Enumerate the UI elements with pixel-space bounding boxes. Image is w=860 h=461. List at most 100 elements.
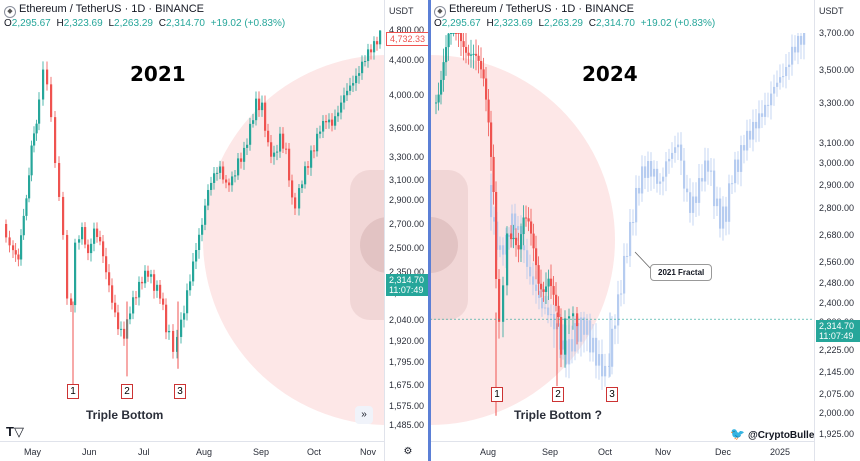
candle — [42, 61, 45, 106]
candle — [364, 55, 367, 67]
fractal-candle — [698, 163, 701, 216]
candle — [99, 230, 102, 246]
candle — [537, 256, 540, 295]
fractal-candle — [758, 100, 761, 142]
candle — [78, 235, 81, 250]
fractal-candle — [686, 174, 689, 202]
candle — [198, 228, 201, 259]
fractal-candle — [695, 182, 698, 218]
ohlc-open: 2,295.67 — [441, 18, 481, 29]
candle — [62, 191, 65, 240]
scroll-to-realtime-button[interactable]: » — [355, 406, 373, 424]
fractal-candle — [797, 33, 800, 65]
candle — [54, 111, 57, 168]
chart-title: ◆ Ethereum / TetherUS · 1D · BINANCE — [4, 3, 204, 18]
candle — [176, 329, 179, 359]
candle — [12, 240, 15, 259]
candle — [498, 269, 501, 339]
fractal-candle — [508, 227, 511, 250]
ohlc-readout: O2,295.67 H2,323.69 L2,263.29 C2,314.70 … — [434, 18, 716, 29]
candle — [219, 160, 222, 180]
y-tick: 2,680.00 — [819, 230, 855, 240]
fractal-candle — [662, 167, 665, 196]
fractal-candle — [740, 135, 743, 187]
candle — [310, 145, 313, 176]
candle — [550, 264, 553, 299]
x-tick: May — [24, 447, 42, 457]
x-tick: Oct — [307, 447, 322, 457]
chart-title-text: Ethereum / TetherUS · 1D · BINANCE — [449, 3, 635, 15]
candle — [307, 161, 310, 175]
candle — [17, 248, 20, 267]
x-tick: Oct — [598, 447, 613, 457]
candle — [237, 153, 240, 180]
fractal-candle — [737, 151, 740, 185]
fractal-candle — [586, 314, 589, 352]
fractal-candle — [608, 353, 611, 378]
candle — [129, 306, 132, 325]
fractal-candle — [713, 158, 716, 220]
fractal-candle — [791, 34, 794, 76]
chart-plot-2024[interactable] — [430, 0, 860, 441]
candle — [282, 127, 285, 154]
fractal-candle — [647, 151, 650, 192]
y-tick: 2,700.00 — [389, 219, 425, 229]
candle — [379, 30, 382, 49]
y-tick: 2,225.00 — [819, 345, 855, 355]
settings-gear-icon[interactable]: ⚙ — [403, 446, 413, 457]
candle — [201, 218, 204, 242]
fractal-candle — [776, 70, 779, 97]
fractal-candle — [632, 209, 635, 236]
candle — [547, 269, 550, 301]
x-tick: Aug — [480, 447, 497, 457]
candle — [361, 55, 364, 80]
tradingview-logo: T▽ — [6, 424, 24, 439]
fractal-candle — [704, 147, 707, 192]
candle — [210, 176, 213, 196]
candle — [234, 169, 237, 183]
chart-panel-2024: ◆ Ethereum / TetherUS · 1D · BINANCE O2,2… — [430, 0, 860, 461]
fractal-candle — [611, 316, 614, 375]
time-axis[interactable]: Aug Sep Oct Nov Dec 2025 — [430, 441, 860, 461]
candle — [168, 324, 171, 340]
fractal-candle — [604, 353, 607, 387]
candle — [141, 276, 144, 290]
candle — [334, 109, 337, 130]
y-tick: 3,300.00 — [819, 98, 855, 108]
fractal-candle — [529, 254, 532, 285]
candle — [120, 321, 123, 337]
fractal-candle — [598, 340, 601, 380]
time-axis[interactable]: May Jun Jul Aug Sep Oct Nov — [0, 441, 430, 461]
fractal-candle — [650, 152, 653, 191]
candle — [189, 274, 192, 296]
x-tick: Jun — [82, 447, 97, 457]
fractal-candle — [620, 279, 623, 307]
y-tick: 3,500.00 — [819, 65, 855, 75]
chart-panel-2021: ◆ Ethereum / TetherUS · 1D · BINANCE O2,2… — [0, 0, 430, 461]
candle — [367, 43, 370, 68]
candle — [460, 33, 463, 56]
fractal-candle — [641, 155, 644, 202]
y-tick: 1,925.00 — [819, 429, 855, 439]
candle — [515, 228, 518, 257]
candle — [192, 253, 195, 286]
candle — [435, 94, 438, 115]
fractal-candle — [665, 152, 668, 192]
fractal-candle — [571, 325, 574, 364]
candle — [485, 67, 488, 112]
candle — [14, 243, 17, 262]
y-tick: 4,400.00 — [389, 55, 425, 65]
fractal-candle — [541, 284, 544, 317]
candle — [445, 35, 448, 76]
chart-plot-2021[interactable] — [0, 0, 430, 441]
x-tick: Sep — [253, 447, 270, 457]
fractal-candle — [638, 175, 641, 206]
ohlc-readout: O2,295.67 H2,323.69 L2,263.29 C2,314.70 … — [4, 18, 286, 29]
y-tick: 3,000.00 — [819, 158, 855, 168]
candle — [457, 33, 460, 47]
price-axis[interactable]: USDT 4,800.00 4,400.00 4,000.00 3,600.00 3,3… — [384, 0, 430, 461]
candle — [138, 276, 141, 306]
y-tick: 3,700.00 — [819, 28, 855, 38]
price-axis[interactable]: USDT 3,700.00 3,500.00 3,300.00 3,100.00 3,0… — [814, 0, 860, 461]
fractal-candle — [653, 160, 656, 189]
